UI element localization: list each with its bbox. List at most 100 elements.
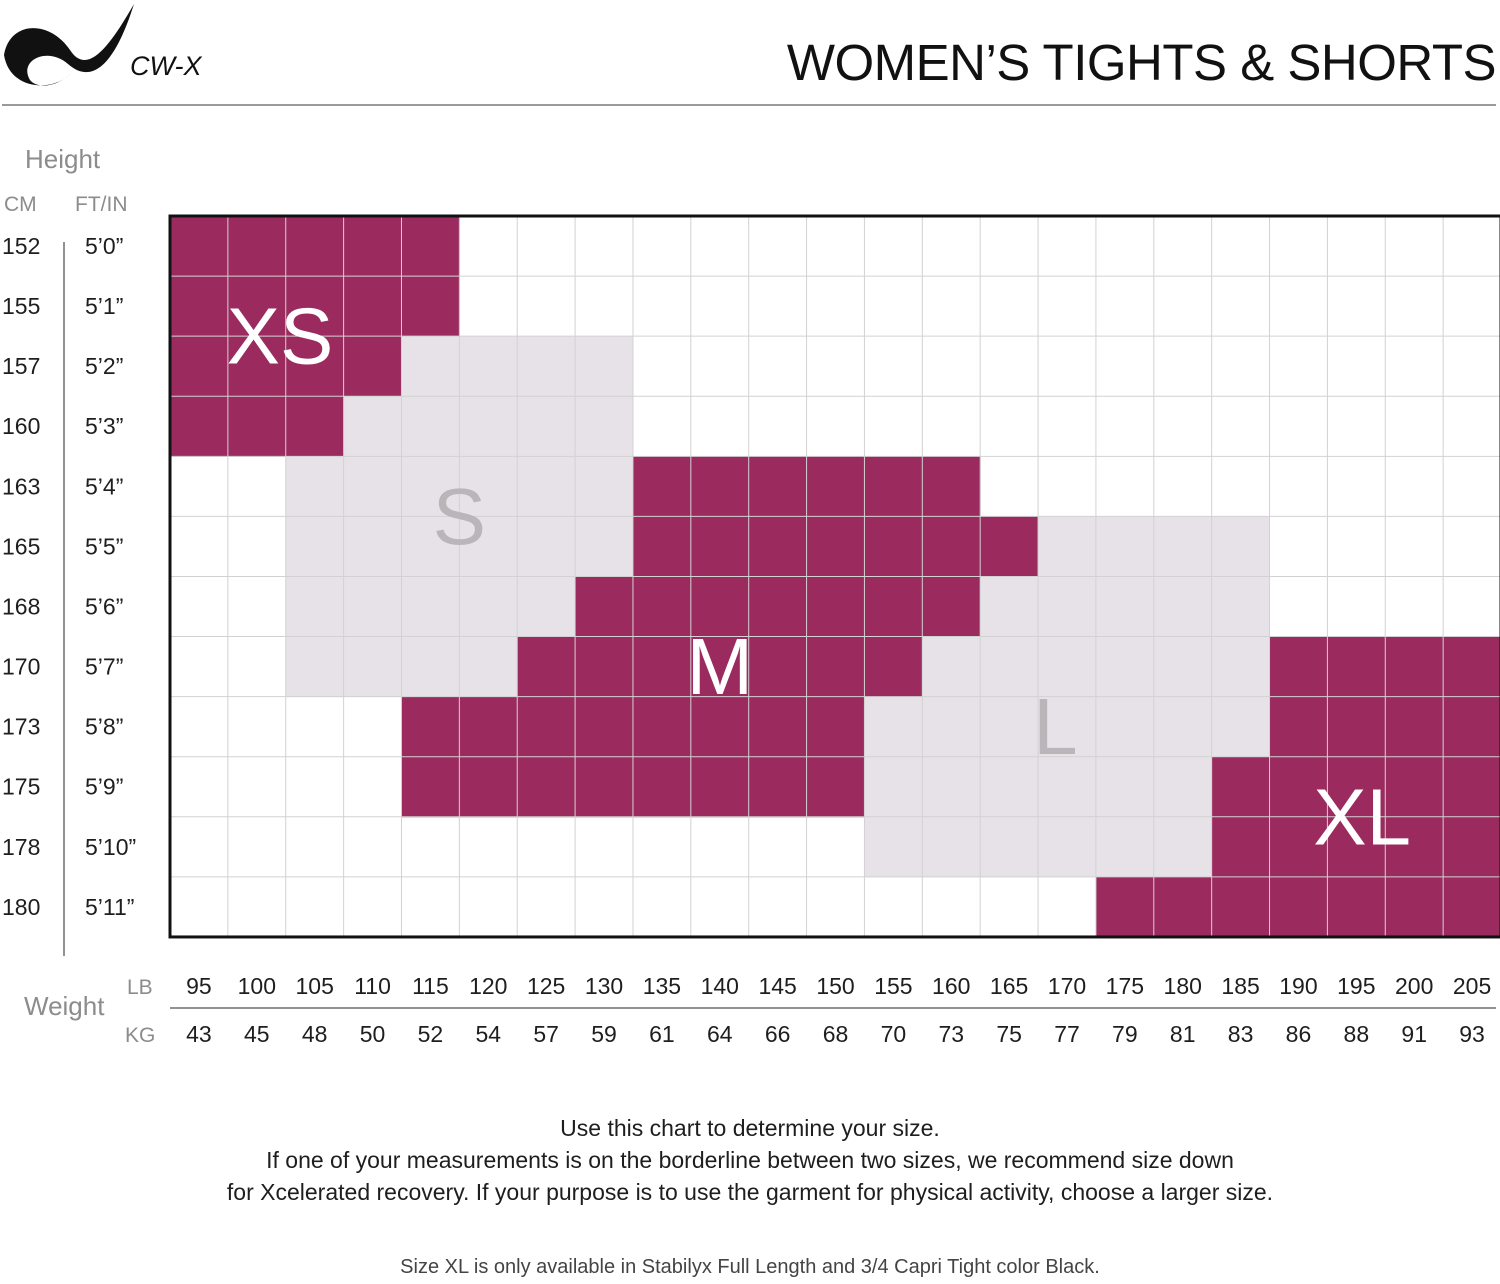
x-tick-kg: 61 — [649, 1021, 675, 1047]
x-tick-kg: 91 — [1401, 1021, 1427, 1047]
y-unit-ft-in: FT/IN — [75, 193, 128, 216]
x-tick-lb: 205 — [1453, 973, 1491, 999]
y-tick-cm: 173 — [2, 714, 40, 740]
size-label-l: L — [1033, 682, 1078, 771]
x-tick-kg: 88 — [1344, 1021, 1370, 1047]
x-tick-lb: 145 — [758, 973, 796, 999]
size-label-m: M — [686, 622, 753, 711]
x-tick-kg: 48 — [302, 1021, 328, 1047]
x-tick-kg: 66 — [765, 1021, 791, 1047]
sizing-note-line-3: for Xcelerated recovery. If your purpose… — [226, 1179, 1274, 1205]
y-tick-ft-in: 5’7” — [85, 654, 123, 680]
size-region-xs — [170, 216, 460, 277]
x-tick-kg: 75 — [996, 1021, 1022, 1047]
y-tick-cm: 165 — [2, 533, 40, 559]
x-tick-kg: 64 — [707, 1021, 733, 1047]
x-tick-kg: 57 — [533, 1021, 559, 1047]
y-tick-ft-in: 5’5” — [85, 533, 123, 559]
availability-note: Size XL is only available in Stabilyx Fu… — [400, 1256, 1100, 1278]
y-unit-cm: CM — [4, 193, 37, 216]
size-region-m — [632, 516, 1039, 577]
x-tick-kg: 59 — [591, 1021, 617, 1047]
x-axis-title: Weight — [24, 991, 105, 1021]
y-tick-ft-in: 5’8” — [85, 714, 123, 740]
y-tick-cm: 163 — [2, 473, 40, 499]
y-tick-ft-in: 5’3” — [85, 413, 123, 439]
y-tick-ft-in: 5’0” — [85, 233, 123, 259]
size-region-xs — [170, 396, 345, 457]
y-tick-cm: 157 — [2, 353, 40, 379]
y-tick-cm: 160 — [2, 413, 40, 439]
x-tick-kg: 93 — [1459, 1021, 1485, 1047]
x-tick-kg: 68 — [823, 1021, 849, 1047]
size-region-xs — [170, 276, 460, 337]
x-tick-lb: 155 — [874, 973, 912, 999]
page-title: WOMEN’S TIGHTS & SHORTS — [786, 34, 1497, 91]
x-tick-lb: 110 — [354, 973, 391, 999]
x-tick-lb: 200 — [1395, 973, 1433, 999]
size-chart: XS S M L XL Height CM FT/IN 152 5’0” 155 5’1” 157 5’2… — [2, 144, 1500, 1047]
x-tick-kg: 70 — [881, 1021, 907, 1047]
cw-x-swoosh-icon — [4, 4, 134, 86]
x-tick-kg: 45 — [244, 1021, 270, 1047]
y-tick-ft-in: 5’2” — [85, 353, 123, 379]
x-tick-lb: 170 — [1048, 973, 1086, 999]
x-tick-lb: 160 — [932, 973, 970, 999]
size-region-xl — [1269, 696, 1500, 758]
x-tick-kg: 86 — [1286, 1021, 1312, 1047]
x-tick-kg: 43 — [186, 1021, 212, 1047]
x-tick-lb: 125 — [527, 973, 565, 999]
x-tick-lb: 150 — [816, 973, 854, 999]
y-tick-cm: 178 — [2, 834, 40, 860]
x-tick-kg: 79 — [1112, 1021, 1138, 1047]
x-tick-lb: 130 — [585, 973, 623, 999]
y-tick-ft-in: 5’6” — [85, 593, 123, 619]
x-tick-lb: 180 — [1164, 973, 1202, 999]
y-tick-ft-in: 5’9” — [85, 774, 123, 800]
y-tick-ft-in: 5’1” — [85, 293, 123, 319]
size-region-l — [980, 576, 1271, 638]
y-tick-ft-in: 5’10” — [85, 834, 136, 860]
x-tick-lb: 190 — [1279, 973, 1317, 999]
y-tick-cm: 155 — [2, 293, 40, 319]
y-tick-cm: 180 — [2, 894, 40, 920]
x-tick-kg: 54 — [475, 1021, 501, 1047]
x-tick-kg: 73 — [938, 1021, 964, 1047]
y-axis-title: Height — [25, 144, 101, 174]
x-tick-lb: 100 — [238, 973, 276, 999]
brand-name: CW-X — [130, 51, 202, 81]
x-tick-lb: 140 — [701, 973, 739, 999]
x-unit-kg: KG — [125, 1024, 155, 1047]
size-region-m — [517, 636, 923, 698]
x-tick-lb: 175 — [1106, 973, 1144, 999]
size-region-l — [864, 696, 1271, 758]
size-region-s — [285, 576, 576, 638]
x-tick-lb: 165 — [990, 973, 1028, 999]
title-divider — [2, 104, 1496, 106]
y-tick-cm: 152 — [2, 233, 40, 259]
sizing-note-line-2: If one of your measurements is on the bo… — [266, 1147, 1234, 1173]
size-region-xl — [1095, 876, 1500, 938]
cw-x-logo: CW-X — [4, 4, 202, 86]
y-tick-cm: 175 — [2, 774, 40, 800]
x-tick-lb: 195 — [1337, 973, 1375, 999]
x-tick-lb: 120 — [469, 973, 507, 999]
sizing-note-line-1: Use this chart to determine your size. — [560, 1115, 940, 1141]
x-tick-kg: 81 — [1170, 1021, 1196, 1047]
size-label-s: S — [433, 472, 486, 561]
x-unit-lb: LB — [127, 976, 153, 999]
sizing-notes: Use this chart to determine your size. I… — [0, 1112, 1500, 1208]
size-region-xl — [1211, 816, 1500, 878]
x-tick-lb: 105 — [295, 973, 333, 999]
size-region-s — [343, 396, 634, 457]
x-tick-kg: 77 — [1054, 1021, 1080, 1047]
x-tick-lb: 135 — [643, 973, 681, 999]
x-tick-lb: 115 — [412, 973, 449, 999]
y-tick-cm: 168 — [2, 593, 40, 619]
y-tick-ft-in: 5’11” — [85, 894, 134, 920]
size-label-xl: XL — [1313, 772, 1411, 861]
size-region-m — [575, 576, 981, 638]
size-region-xl — [1269, 636, 1500, 698]
x-tick-kg: 50 — [360, 1021, 386, 1047]
size-label-xs: XS — [227, 292, 334, 381]
